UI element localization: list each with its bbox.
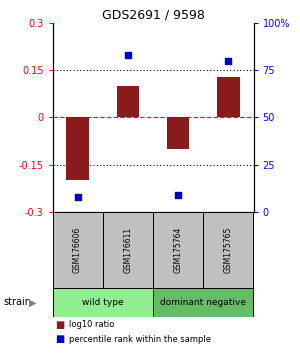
Bar bbox=[103, 212, 153, 287]
Point bbox=[176, 192, 181, 198]
Text: GSM175764: GSM175764 bbox=[174, 227, 183, 273]
Bar bbox=[52, 287, 153, 317]
Title: GDS2691 / 9598: GDS2691 / 9598 bbox=[102, 9, 204, 22]
Text: GSM176606: GSM176606 bbox=[73, 227, 82, 273]
Bar bbox=[52, 212, 103, 287]
Text: ■: ■ bbox=[56, 320, 65, 330]
Text: log10 ratio: log10 ratio bbox=[69, 320, 114, 329]
Point bbox=[75, 194, 80, 200]
Text: wild type: wild type bbox=[82, 298, 124, 307]
Text: ▶: ▶ bbox=[28, 297, 36, 307]
Bar bbox=[217, 76, 240, 118]
Bar bbox=[203, 212, 254, 287]
Text: percentile rank within the sample: percentile rank within the sample bbox=[69, 335, 211, 344]
Bar bbox=[66, 118, 89, 181]
Text: GSM175765: GSM175765 bbox=[224, 227, 233, 273]
Bar bbox=[153, 212, 203, 287]
Bar bbox=[153, 287, 254, 317]
Point bbox=[125, 52, 130, 58]
Text: dominant negative: dominant negative bbox=[160, 298, 246, 307]
Bar bbox=[117, 86, 139, 118]
Text: strain: strain bbox=[3, 297, 31, 307]
Text: ■: ■ bbox=[56, 335, 65, 344]
Point bbox=[226, 58, 231, 64]
Bar bbox=[167, 118, 189, 149]
Text: GSM176611: GSM176611 bbox=[123, 227, 132, 273]
